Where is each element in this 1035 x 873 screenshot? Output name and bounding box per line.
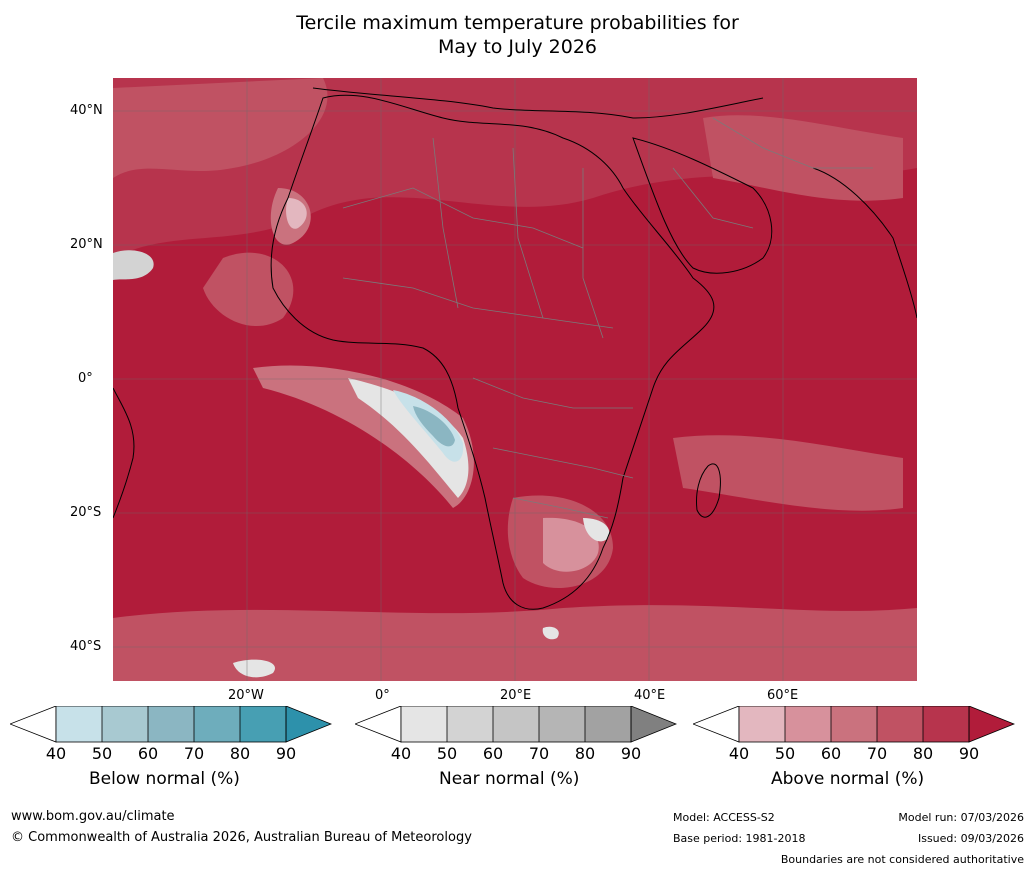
chart-title-line1: Tercile maximum temperature probabilitie… (296, 12, 739, 34)
madagascar-coastline (696, 463, 721, 518)
cb-above-90 (923, 706, 969, 742)
cb-above-tick: 50 (774, 744, 796, 763)
cb-below-tick: 40 (45, 744, 67, 763)
africa-coastline (270, 94, 715, 610)
footer-boundaries: Boundaries are not considered authoritat… (780, 853, 1024, 866)
colorbar-below (10, 706, 332, 743)
cb-below-70 (148, 706, 194, 742)
lon-label-20w: 20°W (228, 688, 264, 703)
cb-above-under (693, 706, 740, 743)
cb-near-over (630, 706, 677, 743)
cb-below-90 (240, 706, 286, 742)
cb-above-60 (785, 706, 831, 742)
cb-above-50 (739, 706, 785, 742)
footer-issued: Issued: 09/03/2026 (917, 832, 1024, 845)
lat-label-40n: 40°N (70, 103, 103, 118)
cb-near-tick: 70 (528, 744, 550, 763)
cb-below-tick: 50 (91, 744, 113, 763)
contour-70-north (113, 78, 328, 178)
colorbar-above (693, 706, 1015, 743)
footer-model: Model: ACCESS-S2 (673, 811, 775, 824)
cb-below-tick: 70 (183, 744, 205, 763)
contour-70-indian (673, 435, 903, 511)
cb-above-over (968, 706, 1015, 743)
cb-near-tick: 50 (436, 744, 458, 763)
contour-near-south (233, 659, 275, 678)
contour-below-core (413, 406, 455, 447)
cb-below-60 (102, 706, 148, 742)
lon-label-20e: 20°E (500, 688, 532, 703)
lon-label-60e: 60°E (767, 688, 799, 703)
cb-near-tick: 40 (390, 744, 412, 763)
cb-near-under (355, 706, 402, 743)
lat-label-20s: 20°S (70, 505, 102, 520)
probability-map (113, 78, 917, 681)
europe-coastline (312, 87, 764, 119)
cb-above-label: Above normal (%) (771, 769, 925, 789)
cb-below-over (285, 706, 332, 743)
cb-near-90 (585, 706, 631, 742)
footer-url[interactable]: www.bom.gov.au/climate (11, 809, 175, 824)
cb-below-tick: 60 (137, 744, 159, 763)
arabia-coastline (632, 137, 773, 274)
lon-label-0: 0° (375, 688, 390, 703)
cb-near-80 (539, 706, 585, 742)
cb-near-60 (447, 706, 493, 742)
contour-near-south2 (542, 626, 559, 640)
contour-near-safrica (583, 518, 610, 542)
india-coastline (812, 167, 917, 319)
cb-near-tick: 90 (620, 744, 642, 763)
contour-near-satlantic (348, 378, 469, 498)
cb-above-70 (831, 706, 877, 742)
cb-near-tick: 60 (482, 744, 504, 763)
contour-50-wafrica (286, 198, 307, 229)
chart-title-line2: May to July 2026 (438, 36, 597, 58)
country-borders (342, 117, 873, 519)
lat-label-20n: 20°N (70, 237, 103, 252)
cb-above-tick: 40 (728, 744, 750, 763)
cb-below-50 (56, 706, 102, 742)
lon-label-40e: 40°E (634, 688, 666, 703)
lat-label-40s: 40°S (70, 639, 102, 654)
cb-near-50 (401, 706, 447, 742)
contour-70-asia (703, 115, 903, 201)
cb-below-tick: 80 (229, 744, 251, 763)
cb-near-tick: 80 (574, 744, 596, 763)
cb-above-tick: 90 (958, 744, 980, 763)
cb-near-70 (493, 706, 539, 742)
cb-above-tick: 70 (866, 744, 888, 763)
footer-base-period: Base period: 1981-2018 (673, 832, 806, 845)
cb-below-under (10, 706, 57, 743)
cb-below-80 (194, 706, 240, 742)
footer-copyright: © Commonwealth of Australia 2026, Austra… (11, 830, 472, 845)
contour-near-westatlantic (113, 250, 154, 280)
cb-near-label: Near normal (%) (439, 769, 580, 789)
colorbar-near (355, 706, 677, 743)
coastlines (113, 87, 917, 610)
samerica-coastline (113, 387, 135, 519)
cb-above-tick: 60 (820, 744, 842, 763)
cb-above-80 (877, 706, 923, 742)
cb-below-tick: 90 (275, 744, 297, 763)
contour-50-safrica (543, 517, 599, 572)
lat-label-0: 0° (78, 371, 93, 386)
cb-above-tick: 80 (912, 744, 934, 763)
cb-below-label: Below normal (%) (89, 769, 240, 789)
footer-model-run: Model run: 07/03/2026 (898, 811, 1024, 824)
